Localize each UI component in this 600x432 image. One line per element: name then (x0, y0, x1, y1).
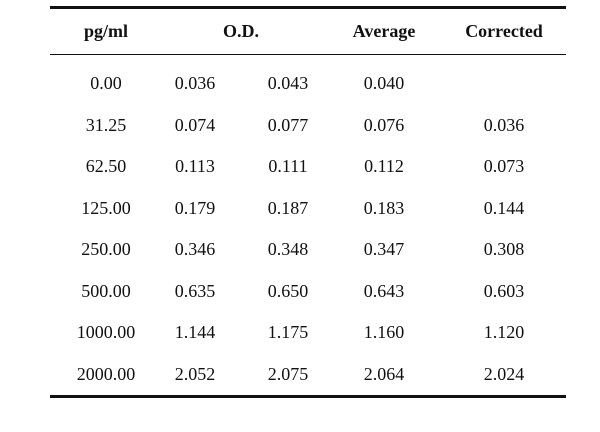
cell-corrected: 0.073 (483, 156, 525, 176)
cell-od2: 0.077 (267, 114, 309, 135)
cell-corrected: 0.308 (483, 239, 525, 259)
table-row: 31.25 0.074 0.077 0.076 0.036 (50, 105, 566, 147)
cell-average: 1.160 (363, 322, 405, 342)
cell-concentration: 1000.00 (76, 322, 136, 342)
cell-od1: 0.346 (174, 239, 216, 259)
cell-od1: 1.144 (174, 322, 216, 342)
cell-average: 0.347 (363, 239, 405, 259)
cell-concentration: 0.00 (90, 73, 122, 93)
cell-od2: 0.043 (267, 73, 309, 93)
cell-od2: 1.175 (267, 322, 309, 342)
table-row: 125.00 0.179 0.187 0.183 0.144 (50, 188, 566, 230)
cell-corrected: 0.036 (483, 114, 525, 135)
cell-od2: 2.075 (267, 363, 309, 384)
cell-od2: 0.348 (267, 239, 309, 259)
cell-average: 0.112 (364, 156, 404, 176)
table-row: 250.00 0.346 0.348 0.347 0.308 (50, 229, 566, 271)
table-body: 0.00 0.036 0.043 0.040 31.25 0.074 0.077… (50, 63, 566, 395)
header-concentration: pg/ml (83, 21, 129, 41)
cell-od1: 2.052 (174, 363, 216, 384)
cell-concentration: 31.25 (85, 114, 127, 135)
header-corrected: Corrected (465, 21, 543, 41)
table-bottom-rule (50, 395, 566, 398)
header-od: O.D. (223, 21, 259, 41)
cell-concentration: 62.50 (85, 156, 127, 176)
cell-od1: 0.179 (174, 197, 216, 218)
cell-average: 0.183 (363, 197, 405, 218)
standard-curve-table: pg/ml O.D. Average Corrected 0.00 0.036 … (50, 6, 566, 398)
cell-average: 0.076 (363, 114, 405, 135)
table-row: 0.00 0.036 0.043 0.040 (50, 63, 566, 105)
cell-concentration: 125.00 (81, 197, 131, 218)
cell-concentration: 500.00 (81, 280, 131, 301)
table-row: 62.50 0.113 0.111 0.112 0.073 (50, 146, 566, 188)
table-header-row: pg/ml O.D. Average Corrected (50, 9, 566, 54)
table-header-rule (50, 54, 566, 55)
cell-od2: 0.650 (267, 280, 309, 301)
table-top-rule (50, 6, 566, 9)
cell-od2: 0.111 (268, 156, 308, 176)
cell-corrected: 1.120 (483, 322, 525, 342)
cell-concentration: 2000.00 (76, 363, 136, 384)
table-row: 2000.00 2.052 2.075 2.064 2.024 (50, 354, 566, 396)
cell-average: 2.064 (363, 363, 405, 384)
cell-od1: 0.074 (174, 114, 216, 135)
table-row: 500.00 0.635 0.650 0.643 0.603 (50, 271, 566, 313)
cell-od2: 0.187 (267, 197, 309, 218)
table-row: 1000.00 1.144 1.175 1.160 1.120 (50, 312, 566, 354)
cell-od1: 0.635 (174, 280, 216, 301)
cell-od1: 0.113 (175, 156, 215, 176)
header-average: Average (352, 21, 416, 41)
cell-corrected: 2.024 (483, 363, 525, 384)
cell-concentration: 250.00 (81, 239, 131, 259)
cell-od1: 0.036 (174, 73, 216, 93)
cell-average: 0.643 (363, 280, 405, 301)
cell-corrected: 0.603 (483, 280, 525, 301)
cell-average: 0.040 (363, 73, 405, 93)
cell-corrected: 0.144 (483, 197, 525, 218)
